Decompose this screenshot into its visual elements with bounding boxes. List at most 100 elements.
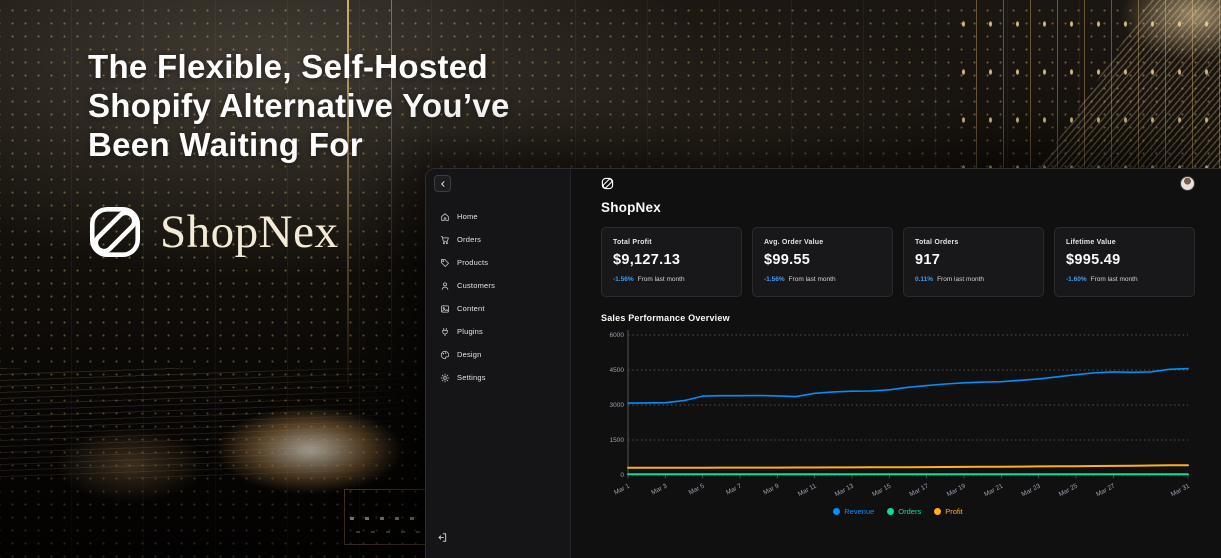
stat-caption: From last month xyxy=(637,276,685,283)
svg-text:Mar 9: Mar 9 xyxy=(762,482,780,496)
sidebar-item-label: Products xyxy=(457,258,489,267)
sidebar-item-label: Customers xyxy=(457,281,496,290)
image-icon xyxy=(440,304,450,314)
svg-text:Mar 17: Mar 17 xyxy=(908,482,929,498)
svg-text:4500: 4500 xyxy=(610,367,625,374)
stat-card-total-orders: Total Orders 917 0.11% From last month xyxy=(903,227,1044,297)
sidebar-item-design[interactable]: Design xyxy=(434,343,562,366)
shopnex-mark-icon xyxy=(601,177,614,190)
svg-text:Mar 19: Mar 19 xyxy=(946,482,967,498)
stat-caption: From last month xyxy=(788,276,836,283)
legend-item-orders[interactable]: Orders xyxy=(887,507,921,516)
light-glow-decoration xyxy=(185,393,435,508)
dashboard-panel: Home Orders Products Customers Content xyxy=(425,168,1221,558)
svg-text:Mar 1: Mar 1 xyxy=(613,482,631,496)
svg-text:Mar 21: Mar 21 xyxy=(983,482,1004,498)
diagonal-weave-decoration xyxy=(1039,0,1221,168)
stat-value: $9,127.13 xyxy=(613,252,681,268)
svg-text:Mar 13: Mar 13 xyxy=(834,482,855,498)
hero-brand-name: ShopNex xyxy=(160,206,339,258)
svg-text:Mar 25: Mar 25 xyxy=(1058,482,1079,498)
sidebar-item-label: Plugins xyxy=(457,327,483,336)
headline-line-2: Shopify Alternative You’ve xyxy=(88,87,510,124)
plug-icon xyxy=(440,327,450,337)
revenue-dot-icon xyxy=(833,508,841,515)
svg-text:1500: 1500 xyxy=(610,437,625,444)
dashboard-main: ShopNex Total Profit $9,127.13 -1.56% Fr… xyxy=(571,169,1221,558)
sidebar-item-label: Content xyxy=(457,304,485,313)
stat-title: Avg. Order Value xyxy=(764,239,824,246)
stat-card-avg-order-value: Avg. Order Value $99.55 -1.56% From last… xyxy=(752,227,893,297)
svg-text:Mar 23: Mar 23 xyxy=(1020,482,1041,498)
stat-card-total-profit: Total Profit $9,127.13 -1.56% From last … xyxy=(601,227,742,297)
stat-value: $995.49 xyxy=(1066,252,1121,268)
profit-dot-icon xyxy=(934,508,942,515)
user-icon xyxy=(440,281,450,291)
svg-text:Mar 5: Mar 5 xyxy=(688,482,706,496)
palette-icon xyxy=(440,350,450,360)
gold-wires-decoration xyxy=(950,0,1221,168)
svg-text:0: 0 xyxy=(620,472,624,479)
gear-icon xyxy=(440,373,450,383)
sidebar-item-label: Orders xyxy=(457,235,482,244)
hero-headline: The Flexible, Self-Hosted Shopify Altern… xyxy=(88,47,510,164)
home-icon xyxy=(440,212,450,222)
legend-label: Revenue xyxy=(844,507,875,516)
stat-cards-row: Total Profit $9,127.13 -1.56% From last … xyxy=(601,227,1195,297)
dashboard-header xyxy=(601,176,1195,191)
stat-caption: From last month xyxy=(937,276,985,283)
gold-frame-decoration xyxy=(344,489,430,545)
legend-item-profit[interactable]: Profit xyxy=(934,507,963,516)
svg-text:3000: 3000 xyxy=(610,402,625,409)
sidebar-nav: Home Orders Products Customers Content xyxy=(434,205,562,389)
svg-text:Mar 3: Mar 3 xyxy=(650,482,668,496)
stat-value: 917 xyxy=(915,252,941,268)
svg-text:Mar 7: Mar 7 xyxy=(725,482,743,496)
chevron-left-icon xyxy=(439,176,447,191)
stat-delta: 0.11% xyxy=(915,276,934,283)
logout-button[interactable] xyxy=(437,530,453,546)
stat-title: Total Orders xyxy=(915,239,959,246)
svg-text:Mar 31: Mar 31 xyxy=(1170,482,1191,498)
sidebar-collapse-button[interactable] xyxy=(434,175,451,192)
dashboard-title: ShopNex xyxy=(601,200,661,215)
dash-row-decoration xyxy=(356,531,422,533)
headline-line-1: The Flexible, Self-Hosted xyxy=(88,48,488,85)
sidebar-item-label: Design xyxy=(457,350,482,359)
sidebar-item-products[interactable]: Products xyxy=(434,251,562,274)
light-glow-decoration xyxy=(55,428,205,503)
svg-text:Mar 11: Mar 11 xyxy=(797,482,818,498)
sidebar-item-home[interactable]: Home xyxy=(434,205,562,228)
headline-line-3: Been Waiting For xyxy=(88,126,363,163)
stat-caption: From last month xyxy=(1090,276,1138,283)
tag-icon xyxy=(440,258,450,268)
orders-dot-icon xyxy=(887,508,895,515)
svg-text:6000: 6000 xyxy=(610,332,625,339)
user-avatar[interactable] xyxy=(1180,176,1195,191)
logout-icon xyxy=(437,531,448,546)
sidebar-item-customers[interactable]: Customers xyxy=(434,274,562,297)
sidebar: Home Orders Products Customers Content xyxy=(426,169,571,558)
stat-title: Lifetime Value xyxy=(1066,239,1116,246)
chart-title: Sales Performance Overview xyxy=(601,313,730,323)
stat-value: $99.55 xyxy=(764,252,811,268)
sidebar-item-content[interactable]: Content xyxy=(434,297,562,320)
svg-text:Mar 15: Mar 15 xyxy=(871,482,892,498)
hero-brand: ShopNex xyxy=(86,203,338,261)
sidebar-item-label: Home xyxy=(457,212,478,221)
sales-chart: 0 1500 3000 4500 6000 Mar 1 Mar 3 Mar 5 Mar 7 Mar… xyxy=(601,327,1195,503)
cart-icon xyxy=(440,235,450,245)
sidebar-item-plugins[interactable]: Plugins xyxy=(434,320,562,343)
stat-delta: -1.56% xyxy=(764,276,785,283)
legend-label: Orders xyxy=(898,507,922,516)
sales-line-chart: 0 1500 3000 4500 6000 Mar 1 Mar 3 Mar 5 Mar 7 Mar… xyxy=(610,330,1191,498)
svg-text:Mar 27: Mar 27 xyxy=(1095,482,1116,498)
sidebar-item-orders[interactable]: Orders xyxy=(434,228,562,251)
sidebar-item-settings[interactable]: Settings xyxy=(434,366,562,389)
stat-title: Total Profit xyxy=(613,239,652,246)
light-streaks-decoration xyxy=(0,368,432,478)
legend-label: Profit xyxy=(945,507,963,516)
stat-delta: -1.56% xyxy=(613,276,634,283)
legend-item-revenue[interactable]: Revenue xyxy=(833,507,874,516)
